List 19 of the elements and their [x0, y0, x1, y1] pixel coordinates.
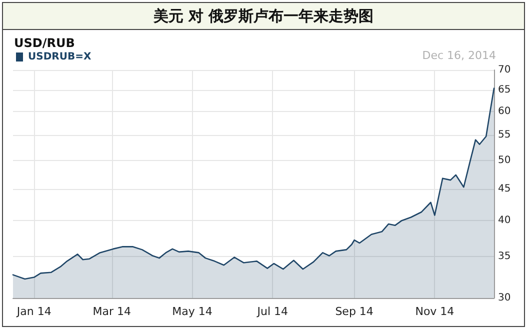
- y-tick-label: 30: [498, 292, 511, 304]
- text: Dec 16, 2014: [422, 49, 496, 62]
- x-tick-label: Jul 14: [256, 305, 288, 318]
- y-tick-label: 65: [498, 84, 511, 96]
- legend-label: USDRUB=X: [28, 52, 92, 62]
- y-tick-label: 35: [498, 251, 511, 262]
- x-tick-label: Mar 14: [92, 305, 131, 318]
- y-tick-label: 60: [498, 106, 511, 117]
- chart-title: 美元 对 俄罗斯卢布一年来走势图: [3, 3, 524, 30]
- x-tick-label: May 14: [172, 305, 212, 318]
- x-tick-label: Sep 14: [335, 305, 374, 318]
- y-tick-label: 40: [498, 215, 511, 226]
- x-tick-label: Jan 14: [16, 305, 52, 318]
- y-tick-label: 50: [498, 155, 511, 166]
- x-tick-label: Nov 14: [415, 305, 454, 318]
- y-tick-label: 55: [498, 129, 511, 140]
- y-tick-label: 45: [498, 183, 511, 194]
- chart-subtitle: USD/RUB: [14, 36, 75, 50]
- y-tick-label: 70: [498, 64, 511, 76]
